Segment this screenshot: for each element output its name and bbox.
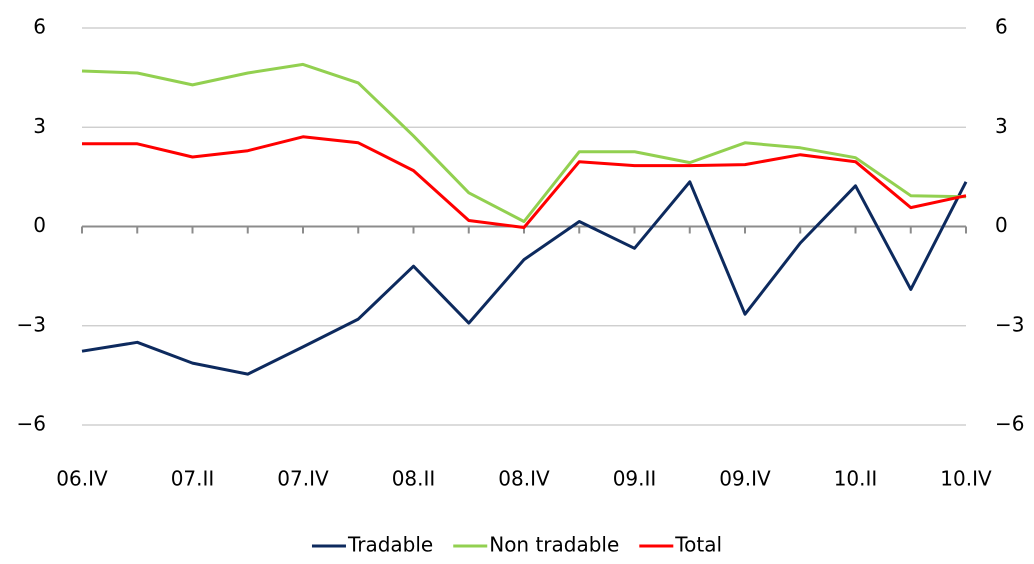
x-tick-label: 09.II [613,467,657,491]
y2-tick-label: 3 [995,114,1008,138]
series-line [82,135,967,229]
legend-label: Tradable [347,533,433,557]
y2-tick-label: −6 [995,412,1024,436]
series-line [81,62,967,223]
x-tick-label: 07.II [171,467,215,491]
y-tick-label: −3 [17,312,46,336]
y2-tick-label: −3 [995,312,1024,336]
y2-tick-label: 0 [995,213,1008,237]
y-tick-label: −6 [17,412,46,436]
legend-label: Total [674,533,722,557]
legend-label: Non tradable [489,533,619,557]
y-tick-label: 3 [33,114,46,138]
x-tick-label: 06.IV [56,467,108,491]
y-tick-label: 6 [33,15,46,39]
x-tick-label: 08.IV [498,467,550,491]
y-tick-label: 0 [33,213,46,237]
y2-tick-label: 6 [995,15,1008,39]
x-tick-label: 08.II [392,467,436,491]
x-tick-label: 10.IV [940,467,992,491]
x-tick-label: 07.IV [277,467,329,491]
series-line [81,180,968,376]
x-tick-label: 10.II [834,467,878,491]
x-tick-label: 09.IV [719,467,771,491]
